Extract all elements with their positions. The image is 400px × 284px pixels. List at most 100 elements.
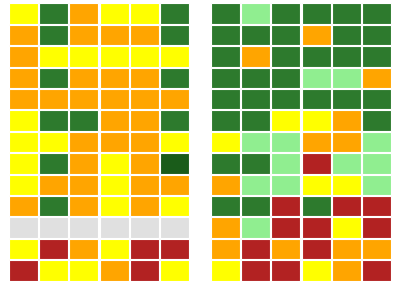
Bar [302, 260, 330, 281]
Bar [211, 153, 240, 174]
Bar [241, 196, 270, 216]
Bar [272, 89, 300, 109]
Bar [130, 218, 159, 238]
Bar [272, 46, 300, 66]
Bar [302, 153, 330, 174]
Bar [332, 153, 361, 174]
Bar [39, 89, 68, 109]
Bar [272, 132, 300, 152]
Bar [39, 46, 68, 66]
Bar [302, 132, 330, 152]
Bar [160, 153, 189, 174]
Bar [302, 239, 330, 259]
Bar [9, 196, 38, 216]
Bar [332, 196, 361, 216]
Bar [130, 68, 159, 88]
Bar [70, 68, 98, 88]
Bar [70, 89, 98, 109]
Bar [241, 46, 270, 66]
Bar [241, 175, 270, 195]
Bar [272, 175, 300, 195]
Bar [332, 3, 361, 24]
Bar [211, 89, 240, 109]
Bar [70, 175, 98, 195]
Bar [362, 89, 391, 109]
Bar [332, 89, 361, 109]
Bar [211, 68, 240, 88]
Bar [362, 25, 391, 45]
Bar [241, 25, 270, 45]
Bar [211, 25, 240, 45]
Bar [362, 175, 391, 195]
Bar [211, 132, 240, 152]
Bar [211, 260, 240, 281]
Bar [39, 3, 68, 24]
Bar [272, 239, 300, 259]
Bar [130, 25, 159, 45]
Bar [39, 196, 68, 216]
Bar [302, 3, 330, 24]
Bar [332, 68, 361, 88]
Bar [332, 132, 361, 152]
Bar [70, 110, 98, 131]
Bar [9, 25, 38, 45]
Bar [241, 3, 270, 24]
Bar [272, 153, 300, 174]
Bar [39, 110, 68, 131]
Bar [70, 196, 98, 216]
Bar [130, 89, 159, 109]
Bar [272, 68, 300, 88]
Bar [9, 175, 38, 195]
Bar [130, 175, 159, 195]
Bar [39, 260, 68, 281]
Bar [39, 132, 68, 152]
Bar [70, 3, 98, 24]
Bar [39, 218, 68, 238]
Bar [160, 260, 189, 281]
Bar [241, 68, 270, 88]
Bar [100, 46, 128, 66]
Bar [211, 196, 240, 216]
Bar [100, 218, 128, 238]
Bar [362, 46, 391, 66]
Bar [241, 153, 270, 174]
Bar [39, 153, 68, 174]
Bar [241, 218, 270, 238]
Bar [302, 196, 330, 216]
Bar [332, 175, 361, 195]
Bar [272, 3, 300, 24]
Bar [362, 153, 391, 174]
Bar [160, 196, 189, 216]
Bar [160, 132, 189, 152]
Bar [130, 239, 159, 259]
Bar [100, 25, 128, 45]
Bar [241, 239, 270, 259]
Bar [160, 239, 189, 259]
Bar [332, 239, 361, 259]
Bar [211, 46, 240, 66]
Bar [100, 89, 128, 109]
Bar [211, 3, 240, 24]
Bar [100, 153, 128, 174]
Bar [160, 218, 189, 238]
Bar [70, 218, 98, 238]
Bar [100, 239, 128, 259]
Bar [39, 68, 68, 88]
Bar [100, 175, 128, 195]
Bar [362, 110, 391, 131]
Bar [9, 132, 38, 152]
Bar [39, 25, 68, 45]
Bar [302, 68, 330, 88]
Bar [9, 68, 38, 88]
Bar [362, 68, 391, 88]
Bar [9, 218, 38, 238]
Bar [362, 260, 391, 281]
Bar [272, 110, 300, 131]
Bar [332, 110, 361, 131]
Bar [100, 110, 128, 131]
Bar [9, 153, 38, 174]
Bar [241, 260, 270, 281]
Bar [362, 196, 391, 216]
Bar [332, 25, 361, 45]
Bar [160, 68, 189, 88]
